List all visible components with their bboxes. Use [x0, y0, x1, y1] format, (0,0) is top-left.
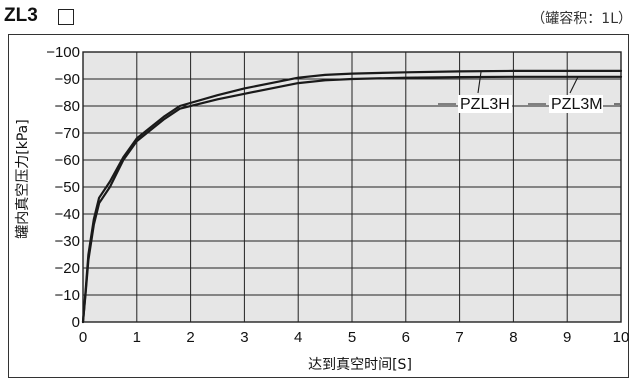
y-tick-label: −90 — [55, 71, 80, 88]
y-tick-label: −20 — [55, 260, 80, 277]
series-label-pzl3h: PZL3H — [460, 96, 510, 113]
y-tick-label: 0 — [72, 314, 80, 331]
x-tick-label: 8 — [509, 329, 517, 346]
y-tick-label: −10 — [55, 287, 80, 304]
series-line-pzl3h — [81, 69, 623, 324]
chart-frame — [8, 34, 629, 378]
series-label-background — [549, 95, 603, 113]
series-label-pzl3m: PZL3M — [551, 96, 603, 113]
series-line-pzl3m — [81, 75, 623, 324]
series-lines — [81, 69, 623, 324]
y-tick-label: −100 — [46, 44, 80, 61]
leader-line-pzl3h — [477, 71, 482, 94]
tank-volume-note: （罐容积：1L） — [531, 11, 632, 27]
leader-line-pzl3m — [569, 76, 579, 94]
y-tick-label: −70 — [55, 125, 80, 142]
y-tick-label: −50 — [55, 179, 80, 196]
x-tick-label: 10 — [613, 329, 630, 346]
y-axis-title: 罐内真空压力[kPa] — [15, 119, 31, 238]
series-leader-lines: PZL3H PZL3M — [438, 71, 620, 113]
tick-labels: 0 1 2 3 4 5 6 7 8 9 10 0 −10 −20 −30 −40 −50 −60 −70 −80 −90… — [46, 44, 629, 346]
x-tick-label: 6 — [402, 329, 410, 346]
x-tick-label: 5 — [348, 329, 356, 346]
y-tick-label: −40 — [55, 206, 80, 223]
x-tick-label: 4 — [294, 329, 302, 346]
y-tick-label: −60 — [55, 152, 80, 169]
x-tick-label: 2 — [186, 329, 194, 346]
x-tick-label: 0 — [79, 329, 87, 346]
x-tick-label: 7 — [455, 329, 463, 346]
series-label-background — [458, 95, 512, 113]
x-axis-title: 达到真空时间[S] — [308, 357, 412, 373]
chart-series-title: ZL3 — [4, 5, 38, 26]
x-tick-label: 3 — [240, 329, 248, 346]
grid-lines — [83, 52, 621, 322]
x-tick-label: 9 — [563, 329, 571, 346]
y-tick-label: −30 — [55, 233, 80, 250]
y-tick-label: −80 — [55, 98, 80, 115]
checkbox-square-icon — [58, 9, 74, 25]
x-tick-label: 1 — [133, 329, 141, 346]
